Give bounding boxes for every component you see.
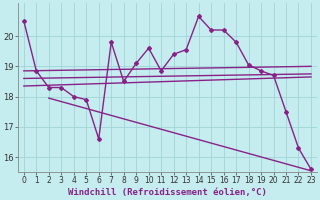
X-axis label: Windchill (Refroidissement éolien,°C): Windchill (Refroidissement éolien,°C) [68,188,267,197]
